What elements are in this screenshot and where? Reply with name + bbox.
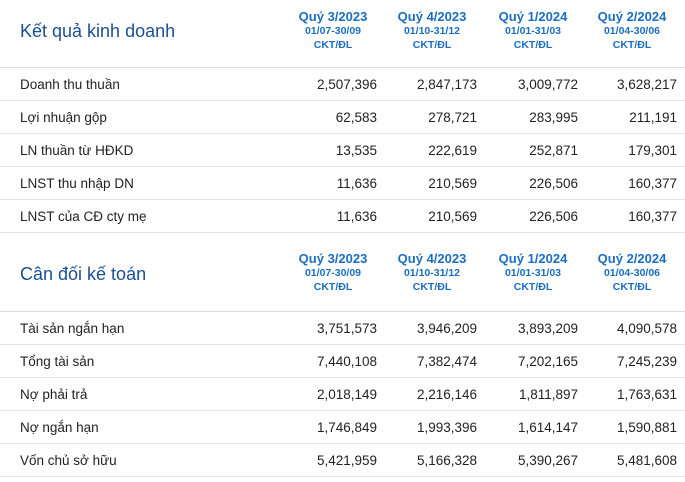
row-label[interactable]: LNST thu nhập DN bbox=[20, 176, 134, 191]
period-unit: CKT/ĐL bbox=[612, 281, 652, 293]
period-unit: CKT/ĐL bbox=[412, 39, 452, 51]
cell-value: 5,166,328 bbox=[416, 453, 477, 468]
table-row: LNST của CĐ cty mẹ 11,636 210,569 226,50… bbox=[0, 200, 685, 233]
period-dates: 01/01-31/03 bbox=[504, 267, 562, 279]
cell-value: 7,202,165 bbox=[517, 354, 578, 369]
row-label[interactable]: Lợi nhuận gộp bbox=[20, 110, 107, 125]
period-header: Quý 1/2024 01/01-31/03 CKT/ĐL bbox=[483, 9, 583, 52]
cell-value: 1,811,897 bbox=[518, 387, 578, 402]
period-dates: 01/04-30/06 bbox=[603, 25, 661, 37]
period-dates: 01/10-31/12 bbox=[403, 25, 461, 37]
cell-value: 283,995 bbox=[529, 110, 578, 125]
cell-value: 3,751,573 bbox=[316, 321, 377, 336]
period-quarter[interactable]: Quý 3/2023 bbox=[298, 9, 368, 24]
period-quarter[interactable]: Quý 2/2024 bbox=[597, 9, 667, 24]
cell-value: 226,506 bbox=[529, 209, 578, 224]
period-unit: CKT/ĐL bbox=[313, 39, 353, 51]
cell-value: 1,590,881 bbox=[616, 420, 677, 435]
cell-value: 11,636 bbox=[336, 176, 377, 191]
period-header: Quý 3/2023 01/07-30/09 CKT/ĐL bbox=[283, 9, 383, 52]
period-dates: 01/07-30/09 bbox=[304, 267, 362, 279]
cell-value: 3,893,209 bbox=[517, 321, 578, 336]
cell-value: 252,871 bbox=[529, 143, 578, 158]
cell-value: 5,390,267 bbox=[517, 453, 578, 468]
period-unit: CKT/ĐL bbox=[513, 281, 553, 293]
period-quarter[interactable]: Quý 1/2024 bbox=[498, 9, 568, 24]
row-label[interactable]: Nợ phải trả bbox=[20, 387, 88, 402]
period-quarter[interactable]: Quý 4/2023 bbox=[397, 9, 467, 24]
cell-value: 7,440,108 bbox=[316, 354, 377, 369]
row-label[interactable]: Tổng tài sản bbox=[20, 354, 95, 369]
cell-value: 3,628,217 bbox=[616, 77, 677, 92]
cell-value: 2,847,173 bbox=[416, 77, 477, 92]
period-unit: CKT/ĐL bbox=[612, 39, 652, 51]
cell-value: 5,421,959 bbox=[316, 453, 377, 468]
period-dates: 01/04-30/06 bbox=[603, 267, 661, 279]
balance-sheet-section: Cân đối kế toán Quý 3/2023 01/07-30/09 C… bbox=[0, 239, 685, 477]
cell-value: 222,619 bbox=[428, 143, 477, 158]
period-unit: CKT/ĐL bbox=[412, 281, 452, 293]
table-row: Nợ phải trả 2,018,149 2,216,146 1,811,89… bbox=[0, 378, 685, 411]
cell-value: 7,245,239 bbox=[616, 354, 677, 369]
row-label[interactable]: LNST của CĐ cty mẹ bbox=[20, 209, 147, 224]
cell-value: 3,009,772 bbox=[517, 77, 578, 92]
cell-value: 160,377 bbox=[628, 209, 677, 224]
row-label[interactable]: Tài sản ngắn hạn bbox=[20, 321, 125, 336]
cell-value: 3,946,209 bbox=[416, 321, 477, 336]
cell-value: 2,216,146 bbox=[416, 387, 477, 402]
section-header: Cân đối kế toán Quý 3/2023 01/07-30/09 C… bbox=[0, 239, 685, 312]
cell-value: 5,481,608 bbox=[616, 453, 677, 468]
cell-value: 179,301 bbox=[628, 143, 677, 158]
table-row: Doanh thu thuần 2,507,396 2,847,173 3,00… bbox=[0, 68, 685, 101]
section-title: Kết quả kinh doanh bbox=[20, 21, 176, 41]
income-statement-section: Kết quả kinh doanh Quý 3/2023 01/07-30/0… bbox=[0, 0, 685, 233]
period-quarter[interactable]: Quý 2/2024 bbox=[597, 251, 667, 266]
cell-value: 1,993,396 bbox=[416, 420, 477, 435]
row-label[interactable]: Vốn chủ sở hữu bbox=[20, 453, 117, 468]
cell-value: 1,763,631 bbox=[616, 387, 677, 402]
cell-value: 4,090,578 bbox=[616, 321, 677, 336]
period-header: Quý 4/2023 01/10-31/12 CKT/ĐL bbox=[382, 251, 482, 294]
cell-value: 1,614,147 bbox=[517, 420, 578, 435]
cell-value: 210,569 bbox=[428, 209, 477, 224]
period-header: Quý 4/2023 01/10-31/12 CKT/ĐL bbox=[382, 9, 482, 52]
table-row: Tài sản ngắn hạn 3,751,573 3,946,209 3,8… bbox=[0, 312, 685, 345]
row-label[interactable]: Doanh thu thuần bbox=[20, 77, 120, 92]
table-row: LNST thu nhập DN 11,636 210,569 226,506 … bbox=[0, 167, 685, 200]
cell-value: 226,506 bbox=[529, 176, 578, 191]
period-quarter[interactable]: Quý 4/2023 bbox=[397, 251, 467, 266]
cell-value: 160,377 bbox=[628, 176, 677, 191]
cell-value: 7,382,474 bbox=[416, 354, 477, 369]
period-unit: CKT/ĐL bbox=[513, 39, 553, 51]
period-quarter[interactable]: Quý 3/2023 bbox=[298, 251, 368, 266]
cell-value: 1,746,849 bbox=[316, 420, 377, 435]
cell-value: 62,583 bbox=[335, 110, 377, 125]
cell-value: 11,636 bbox=[336, 209, 377, 224]
period-dates: 01/07-30/09 bbox=[304, 25, 362, 37]
period-header: Quý 1/2024 01/01-31/03 CKT/ĐL bbox=[483, 251, 583, 294]
cell-value: 2,018,149 bbox=[316, 387, 377, 402]
cell-value: 210,569 bbox=[428, 176, 477, 191]
row-label[interactable]: LN thuần từ HĐKD bbox=[20, 143, 134, 158]
period-header: Quý 2/2024 01/04-30/06 CKT/ĐL bbox=[582, 251, 682, 294]
period-unit: CKT/ĐL bbox=[313, 281, 353, 293]
row-label[interactable]: Nợ ngắn hạn bbox=[20, 420, 99, 435]
cell-value: 13,535 bbox=[335, 143, 377, 158]
period-dates: 01/01-31/03 bbox=[504, 25, 562, 37]
period-dates: 01/10-31/12 bbox=[403, 267, 461, 279]
table-row: Nợ ngắn hạn 1,746,849 1,993,396 1,614,14… bbox=[0, 411, 685, 444]
section-title: Cân đối kế toán bbox=[20, 264, 147, 284]
table-row: Tổng tài sản 7,440,108 7,382,474 7,202,1… bbox=[0, 345, 685, 378]
section-header: Kết quả kinh doanh Quý 3/2023 01/07-30/0… bbox=[0, 0, 685, 68]
cell-value: 211,191 bbox=[629, 110, 677, 125]
period-header: Quý 2/2024 01/04-30/06 CKT/ĐL bbox=[582, 9, 682, 52]
table-row: Vốn chủ sở hữu 5,421,959 5,166,328 5,390… bbox=[0, 444, 685, 477]
period-quarter[interactable]: Quý 1/2024 bbox=[498, 251, 568, 266]
table-row: LN thuần từ HĐKD 13,535 222,619 252,871 … bbox=[0, 134, 685, 167]
cell-value: 2,507,396 bbox=[316, 77, 377, 92]
cell-value: 278,721 bbox=[428, 110, 477, 125]
period-header: Quý 3/2023 01/07-30/09 CKT/ĐL bbox=[283, 251, 383, 294]
table-row: Lợi nhuận gộp 62,583 278,721 283,995 211… bbox=[0, 101, 685, 134]
